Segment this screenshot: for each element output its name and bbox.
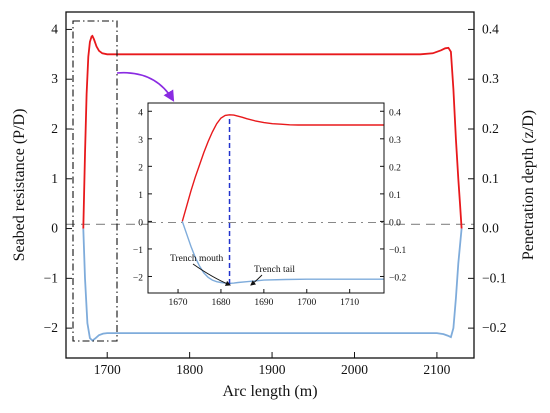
main-plot: 1700 1800 1900 2000 2100 −2 −1 0 1 2 3 4 −0.2 −0.1 0.0…: [44, 11, 507, 377]
main-y-tick-label: 2: [51, 121, 58, 136]
main-series-blue-line: [82, 228, 463, 342]
main-y2-tick-label: 0.4: [482, 21, 499, 36]
inset-x-tick-label: 1690: [254, 298, 273, 308]
main-x-tick-label: 2100: [423, 362, 450, 377]
main-y-tick-label: 0: [51, 221, 58, 236]
main-axes-frame: [65, 11, 475, 359]
inset-y-tick-label: 3: [138, 136, 143, 146]
inset-y-tick-label: 4: [138, 108, 143, 118]
main-ticks-group: 1700 1800 1900 2000 2100 −2 −1 0 1 2 3 4 −0.2 −0.1 0.0…: [44, 21, 507, 377]
zoom-arrow: [116, 71, 175, 102]
inset-ticks-group: 1670 1680 1690 1700 1710 −2 −1 0 1 2 3 4 −0.2 −0.1 0.0…: [133, 108, 407, 308]
inset-y-tick-label: −1: [133, 246, 143, 256]
y-axis-title: Seabed resistance (P/D): [11, 109, 28, 262]
annotation-trench-mouth: Trench mouth: [170, 254, 223, 264]
inset-x-tick-label: 1700: [297, 298, 316, 308]
main-y-tick-label: 1: [51, 171, 58, 186]
annotation-trench-mouth-arrow: [192, 263, 231, 286]
zoom-region-box: [72, 20, 118, 342]
inset-y2-tick-label: 0.1: [389, 191, 401, 201]
main-y2-tick-label: −0.1: [482, 270, 507, 285]
inset-y-tick-label: 0: [138, 218, 143, 228]
inset-plot: 1670 1680 1690 1700 1710 −2 −1 0 1 2 3 4 −0.2 −0.1 0.0…: [133, 102, 407, 308]
x-axis-title: Arc length (m): [222, 383, 317, 400]
inset-x-tick-label: 1710: [340, 298, 359, 308]
main-x-tick-label: 1900: [259, 362, 286, 377]
inset-y2-tick-label: 0.0: [389, 218, 401, 228]
main-y2-tick-label: 0.0: [482, 221, 499, 236]
y2-axis-title: Penetration depth (z/D): [520, 110, 537, 260]
main-x-tick-label: 1700: [94, 362, 121, 377]
inset-y-tick-label: −2: [133, 273, 143, 283]
main-y2-tick-label: 0.2: [482, 121, 499, 136]
main-x-tick-label: 1800: [176, 362, 203, 377]
main-y-tick-label: 3: [51, 71, 58, 86]
inset-y-tick-label: 1: [138, 191, 143, 201]
inset-y2-tick-label: −0.2: [389, 273, 406, 283]
main-y-tick-label: −2: [44, 320, 58, 335]
inset-background: [148, 103, 384, 293]
main-x-tick-label: 2000: [341, 362, 368, 377]
inset-x-tick-label: 1670: [169, 298, 188, 308]
annotation-trench-tail-arrow: [250, 274, 263, 286]
main-y2-tick-label: −0.2: [482, 320, 507, 335]
main-series-group: [82, 34, 463, 342]
inset-y2-tick-label: 0.4: [389, 108, 401, 118]
main-y2-tick-label: 0.3: [482, 71, 499, 86]
inset-y-tick-label: 2: [138, 163, 143, 173]
inset-y2-tick-label: −0.1: [389, 246, 406, 256]
annotation-trench-tail: Trench tail: [254, 265, 295, 275]
main-y-tick-label: −1: [44, 270, 58, 285]
inset-x-tick-label: 1680: [211, 298, 230, 308]
inset-y2-tick-label: 0.3: [389, 136, 401, 146]
main-y-tick-label: 4: [51, 21, 58, 36]
inset-axes-frame: [147, 102, 385, 294]
inset-series-red-line: [181, 114, 384, 222]
inset-y2-tick-label: 0.2: [389, 163, 401, 173]
main-y2-tick-label: 0.1: [482, 171, 499, 186]
main-series-red-line: [82, 34, 463, 229]
